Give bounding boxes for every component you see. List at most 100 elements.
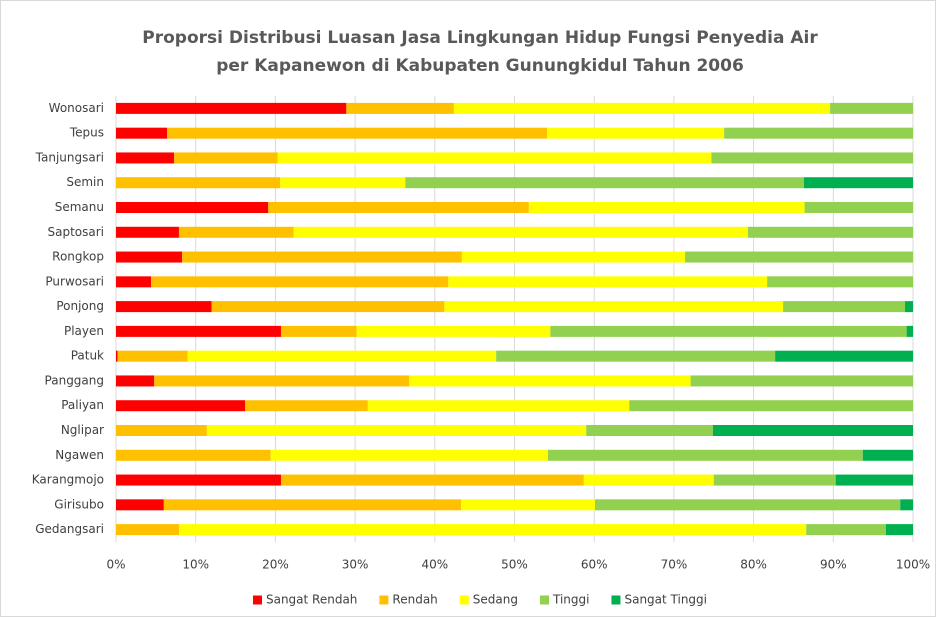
bar-segment: [547, 449, 863, 461]
bar-segment: [528, 202, 805, 213]
bar-segment: [594, 499, 901, 511]
bar-segment: [346, 102, 454, 114]
bar-segment: [178, 226, 294, 238]
bar-segment: [461, 499, 595, 511]
legend-label: Sangat Tinggi: [624, 593, 707, 607]
x-tick-label: 70%: [661, 558, 688, 572]
bar-segment: [804, 202, 913, 213]
bar-segment: [356, 325, 551, 337]
legend-swatch: [252, 595, 262, 605]
bar-segment: [712, 425, 913, 436]
bar-segment: [116, 301, 212, 313]
bar-segment: [116, 251, 183, 263]
x-tick-label: 0%: [106, 558, 125, 572]
y-tick-label: Gedangsari: [35, 522, 104, 536]
bar-segment: [163, 499, 462, 511]
legend-swatch: [611, 595, 621, 605]
bar-segment: [293, 226, 749, 238]
y-tick-label: Paliyan: [61, 398, 104, 412]
legend-label: Tinggi: [552, 593, 589, 607]
bar-segment: [116, 325, 281, 337]
y-tick-label: Nglipar: [61, 423, 104, 437]
bar-segment: [775, 350, 913, 362]
legend-label: Rendah: [392, 593, 437, 607]
y-tick-label: Wonosari: [49, 101, 104, 115]
x-tick-label: 90%: [820, 558, 847, 572]
bar-segment: [206, 425, 587, 436]
bar-segment: [167, 127, 548, 139]
x-tick-label: 40%: [421, 558, 448, 572]
bar-segment: [116, 102, 347, 114]
legend-label: Sedang: [473, 593, 518, 607]
bar-segment: [116, 177, 281, 189]
x-tick-label: 80%: [740, 558, 767, 572]
bar-segment: [116, 226, 179, 238]
bar-segment: [116, 276, 152, 288]
bar-segment: [767, 276, 913, 288]
bar-segment: [116, 474, 281, 486]
y-tick-label: Karangmojo: [32, 473, 104, 487]
x-tick-label: 10%: [182, 558, 209, 572]
bar-segment: [724, 127, 913, 139]
y-tick-label: Semanu: [55, 200, 104, 214]
bar-segment: [187, 350, 497, 362]
x-tick-label: 50%: [501, 558, 528, 572]
y-tick-label: Ponjong: [56, 299, 104, 313]
bar-segment: [862, 449, 913, 461]
y-tick-label: Patuk: [71, 349, 104, 363]
y-tick-label: Semin: [66, 175, 104, 189]
bar-segment: [116, 375, 155, 387]
bar-segment: [905, 301, 913, 313]
bar-segment: [367, 400, 630, 412]
bar-segment: [154, 375, 410, 387]
bar-segment: [178, 524, 807, 536]
x-tick-label: 30%: [342, 558, 369, 572]
legend-swatch: [379, 595, 389, 605]
bar-segment: [116, 202, 269, 213]
bar-segment: [806, 524, 886, 536]
x-tick-label: 20%: [262, 558, 289, 572]
bar-segment: [405, 177, 804, 189]
legend-label: Sangat Rendah: [266, 593, 357, 607]
legend-swatch: [540, 595, 549, 605]
bar-segment: [280, 177, 406, 189]
bar-segment: [583, 474, 714, 486]
bar-segment: [116, 152, 175, 164]
bar-segment: [547, 127, 725, 139]
y-tick-label: Saptosari: [47, 225, 104, 239]
bar-segment: [803, 177, 913, 189]
bar-segment: [711, 152, 913, 164]
y-tick-label: Girisubo: [54, 497, 104, 511]
y-tick-label: Purwosari: [45, 274, 104, 288]
bar-segment: [116, 524, 179, 536]
bar-segment: [685, 251, 913, 263]
bar-segment: [182, 251, 462, 263]
bar-segment: [277, 152, 712, 164]
legend-swatch: [459, 595, 469, 605]
bar-segment: [629, 400, 913, 412]
bar-segment: [461, 251, 686, 263]
bar-segment: [116, 425, 207, 436]
bar-segment: [783, 301, 906, 313]
y-tick-label: Panggang: [45, 373, 104, 387]
bar-segment: [116, 350, 118, 362]
bar-segment: [211, 301, 445, 313]
y-tick-label: Tanjungsari: [35, 150, 104, 164]
bar-segment: [496, 350, 776, 362]
x-tick-label: 100%: [896, 558, 930, 572]
bar-segment: [116, 400, 246, 412]
bar-segment: [900, 499, 913, 511]
bar-segment: [117, 350, 188, 362]
bar-segment: [835, 474, 913, 486]
bar-segment: [280, 325, 357, 337]
y-tick-label: Rongkop: [52, 250, 104, 264]
bar-segment: [448, 276, 768, 288]
bar-segment: [151, 276, 449, 288]
bar-segment: [280, 474, 584, 486]
bar-segment: [174, 152, 278, 164]
chart-title: per Kapanewon di Kabupaten Gunungkidul T…: [216, 56, 744, 76]
chart-title: Proporsi Distribusi Luasan Jasa Lingkung…: [142, 28, 818, 48]
bar-segment: [270, 449, 548, 461]
bar-segment: [409, 375, 691, 387]
y-tick-label: Playen: [64, 324, 104, 338]
